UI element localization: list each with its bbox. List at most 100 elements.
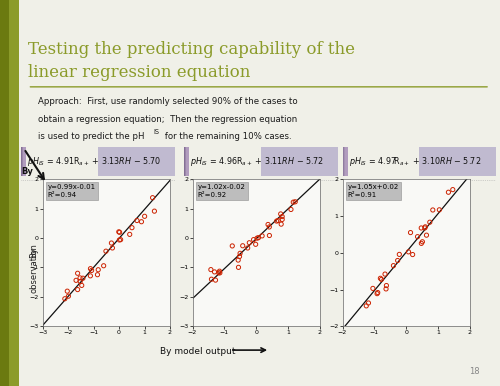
Point [378, 276, 386, 283]
Point [236, 250, 244, 256]
Bar [22, 147, 24, 176]
Point [108, 240, 116, 246]
Point [61, 296, 69, 302]
Bar [23, 147, 26, 176]
Bar [22, 147, 24, 176]
Point [266, 224, 274, 230]
Bar [22, 147, 25, 176]
Bar [186, 147, 189, 176]
Point [274, 217, 282, 223]
Text: observation: observation [30, 243, 38, 293]
Bar [22, 147, 25, 176]
Bar [21, 147, 24, 176]
Bar [343, 147, 345, 176]
Bar [21, 147, 24, 176]
Bar [185, 147, 188, 176]
Bar [22, 147, 25, 176]
Bar [344, 147, 347, 176]
Point [208, 276, 216, 282]
Bar [184, 147, 186, 176]
Point [216, 270, 224, 276]
Bar [23, 147, 26, 176]
Point [116, 237, 124, 243]
Point [244, 245, 252, 251]
Bar [184, 147, 186, 176]
Bar [185, 147, 188, 176]
Point [250, 237, 258, 243]
Point [88, 267, 96, 274]
Bar [345, 147, 348, 176]
Bar [344, 147, 346, 176]
Text: Approach:  First, use randomly selected 90% of the cases to: Approach: First, use randomly selected 9… [38, 97, 297, 106]
Point [128, 225, 136, 231]
Bar [344, 147, 346, 176]
Bar [22, 147, 26, 176]
Text: y=1.02x-0.02
R²=0.92: y=1.02x-0.02 R²=0.92 [198, 184, 246, 198]
Point [94, 267, 102, 273]
Point [228, 243, 236, 249]
Point [116, 229, 124, 235]
Bar [343, 147, 345, 176]
Point [418, 240, 426, 247]
Point [436, 207, 444, 213]
Bar [184, 147, 187, 176]
Point [252, 241, 260, 247]
Bar [22, 147, 25, 176]
Bar [344, 147, 346, 176]
Bar [22, 147, 24, 176]
Point [258, 233, 266, 239]
Bar [344, 147, 347, 176]
Bar [23, 147, 26, 176]
Text: By: By [30, 247, 38, 258]
Point [394, 257, 402, 264]
Bar [345, 147, 348, 176]
Point [215, 270, 223, 276]
Point [207, 266, 215, 273]
Bar [343, 147, 345, 176]
Point [414, 234, 422, 240]
Text: IS: IS [154, 129, 160, 135]
Bar [344, 147, 346, 176]
Point [382, 283, 390, 289]
Bar [185, 147, 188, 176]
Point [390, 262, 398, 269]
Point [116, 237, 124, 243]
Point [138, 218, 145, 225]
Point [234, 264, 242, 271]
Bar [185, 147, 188, 176]
Point [210, 269, 218, 275]
Bar [343, 147, 345, 176]
Bar [186, 147, 188, 176]
Point [212, 277, 220, 283]
Point [74, 270, 82, 276]
Bar [185, 147, 188, 176]
Point [278, 216, 286, 222]
Point [76, 275, 84, 281]
Point [417, 225, 425, 231]
Point [140, 213, 148, 219]
Point [374, 290, 382, 296]
Bar [24, 147, 26, 176]
Text: y=1.05x+0.02
R²=0.91: y=1.05x+0.02 R²=0.91 [348, 184, 399, 198]
Point [406, 230, 414, 236]
Bar [344, 147, 346, 176]
Point [86, 273, 94, 279]
Bar [186, 147, 188, 176]
Point [272, 218, 280, 224]
Point [264, 222, 272, 228]
Bar [344, 147, 347, 176]
Point [376, 275, 384, 281]
Bar [344, 147, 347, 176]
Text: is used to predict the pH: is used to predict the pH [38, 132, 144, 141]
Bar [22, 147, 25, 176]
Bar [22, 147, 25, 176]
Bar [186, 147, 188, 176]
Point [94, 272, 102, 278]
Bar [344, 147, 346, 176]
Bar [342, 147, 345, 176]
Bar [22, 147, 25, 176]
Bar [186, 147, 188, 176]
Bar [344, 147, 346, 176]
Point [287, 207, 295, 213]
Bar [21, 147, 24, 176]
